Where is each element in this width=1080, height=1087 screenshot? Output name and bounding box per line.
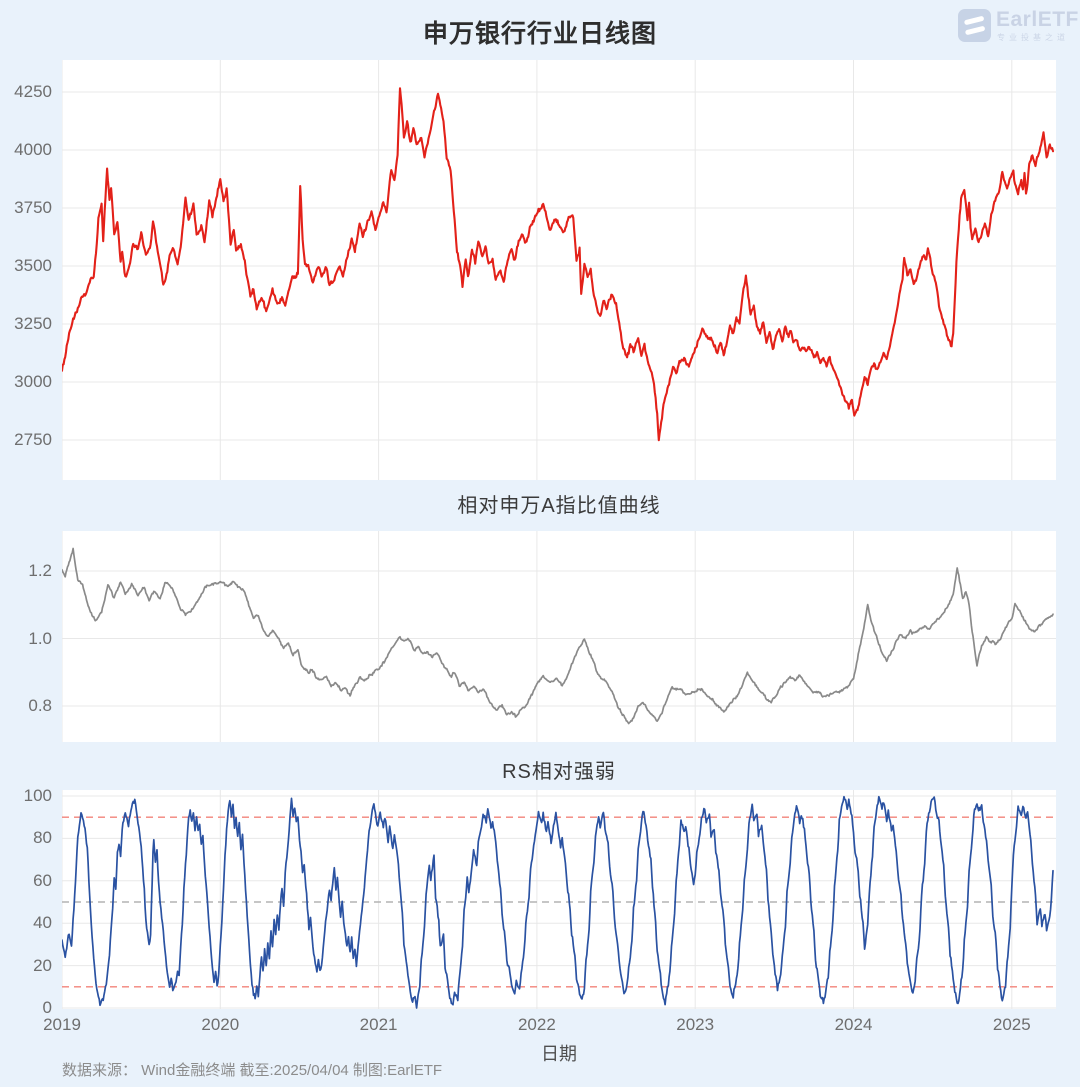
sw_bank_index_daily-plot — [62, 60, 1056, 480]
earletf-logo-icon — [958, 9, 991, 42]
brand-tagline: 专业投基之道 — [997, 33, 1069, 42]
brand-watermark: EarlETF 专业投基之道 — [958, 8, 1079, 44]
y-tick-label: 80 — [33, 828, 52, 848]
y-tick-label: 60 — [33, 870, 52, 890]
brand-name: EarlETF — [996, 8, 1079, 31]
x-tick-label: 2019 — [43, 1015, 81, 1034]
y-tick-label: 40 — [33, 913, 52, 933]
y-tick-label: 1.0 — [28, 628, 52, 648]
price-chart-panel — [62, 60, 1056, 480]
y-tick-label: 3750 — [14, 198, 52, 217]
ratio-chart-panel — [62, 531, 1056, 742]
sw_bank_index_daily-line — [62, 87, 1055, 442]
x-tick-label: 2023 — [676, 1015, 715, 1034]
y-tick-label: 3500 — [14, 256, 52, 275]
ratio-chart-title: 相对申万A指比值曲线 — [457, 495, 661, 517]
rs-chart-panel — [62, 790, 1056, 1009]
page-title: 申万银行行业日线图 — [422, 20, 657, 48]
data-source-note: 数据来源： Wind金融终端 截至:2025/04/04 制图:EarlETF — [62, 1062, 443, 1079]
y-tick-label: 0.8 — [28, 696, 52, 715]
stylized-e-icon — [964, 16, 985, 35]
y-tick-label: 20 — [33, 955, 52, 975]
ratio_vs_sw_a_index-line — [62, 547, 1054, 725]
rs_relative_strength-plot — [62, 790, 1056, 1009]
x-tick-label: 2021 — [359, 1015, 398, 1034]
y-tick-label: 3000 — [14, 372, 52, 391]
y-tick-label: 4000 — [14, 140, 52, 159]
y-tick-label: 3250 — [14, 314, 52, 333]
y-tick-label: 0 — [42, 998, 52, 1017]
y-tick-label: 100 — [23, 786, 52, 805]
y-tick-label: 1.2 — [28, 561, 52, 580]
ratio_vs_sw_a_index-plot — [62, 531, 1056, 742]
x-tick-label: 2025 — [992, 1015, 1031, 1034]
x-tick-label: 2024 — [834, 1015, 873, 1034]
rs_relative_strength-line — [62, 795, 1054, 1009]
rs-chart-title: RS相对强弱 — [502, 761, 616, 783]
y-tick-label: 2750 — [14, 430, 52, 449]
x-tick-label: 2020 — [201, 1015, 240, 1034]
x-tick-label: 2022 — [517, 1015, 556, 1034]
x-axis-title: 日期 — [541, 1044, 577, 1064]
y-tick-label: 4250 — [14, 82, 52, 101]
